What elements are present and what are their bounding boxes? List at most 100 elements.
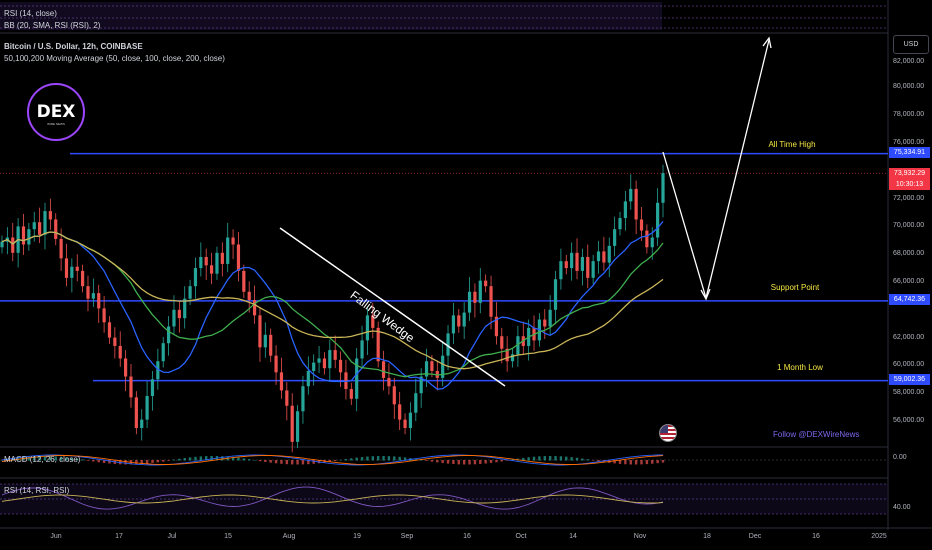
candle-body: [500, 336, 504, 349]
candle-body: [424, 361, 429, 377]
macd-histogram-bar: [49, 456, 52, 461]
time-tick: Jul: [167, 533, 177, 540]
macd-histogram-bar: [473, 460, 477, 465]
macd-histogram-bar: [441, 460, 444, 464]
candle-body: [467, 291, 472, 313]
macd-histogram-bar: [430, 460, 434, 462]
candle-body: [156, 361, 160, 380]
candle-body: [349, 389, 353, 399]
macd-histogram-bar: [500, 460, 503, 462]
rsi-tick: 40.00: [893, 504, 911, 511]
candle-body: [505, 348, 509, 362]
time-tick: 14: [569, 533, 577, 540]
us-flag-icon: [659, 424, 677, 442]
candle-body: [596, 251, 601, 262]
macd-histogram-bar: [312, 460, 315, 464]
candle-body: [451, 315, 456, 334]
macd-histogram-bar: [81, 459, 84, 461]
macd-histogram-bar: [274, 460, 278, 464]
time-tick: 16: [812, 533, 820, 540]
macd-histogram-bar: [307, 460, 310, 465]
candle-body: [570, 252, 574, 269]
candle-body: [457, 315, 461, 327]
candle-body: [177, 309, 181, 319]
candle-body: [38, 222, 42, 235]
rsi-legend: RSI (14, RSI, RSI): [4, 486, 70, 495]
candle-body: [462, 312, 466, 327]
follow-text: Follow @DEXWireNews: [773, 430, 860, 439]
candle-body: [645, 230, 649, 248]
macd-histogram-bar: [242, 458, 246, 461]
candle-body: [613, 229, 617, 246]
candle-body: [220, 252, 224, 264]
candle-body: [634, 188, 638, 220]
candle-body: [59, 238, 63, 259]
macd-histogram-bar: [355, 457, 358, 461]
candle-body: [258, 315, 262, 348]
candle-body: [328, 350, 332, 369]
time-tick: 15: [224, 533, 232, 540]
candle-body: [113, 337, 117, 346]
rsi-ma-line: [1, 494, 664, 504]
candle-body: [21, 226, 26, 245]
candle-body: [199, 256, 203, 269]
candle-body: [473, 291, 477, 303]
candle-body: [484, 280, 488, 287]
candle-body: [543, 319, 547, 327]
candle-body: [333, 350, 337, 360]
falling-wedge-line: [279, 227, 506, 387]
candle-body: [188, 286, 192, 299]
currency-button[interactable]: USD: [893, 35, 929, 54]
macd-histogram-bar: [565, 456, 568, 461]
macd-histogram-bar: [0, 460, 4, 461]
macd-histogram-bar: [425, 460, 428, 461]
candle-body: [48, 211, 52, 220]
time-tick: 17: [115, 533, 123, 540]
candle-body: [623, 201, 627, 219]
macd-histogram-bar: [591, 460, 595, 461]
macd-histogram-bar: [452, 460, 455, 465]
price-tick: 76,000.00: [893, 139, 925, 146]
candle-body: [338, 359, 343, 373]
macd-histogram-bar: [59, 456, 63, 461]
macd-histogram-bar: [92, 460, 95, 462]
candle-body: [489, 286, 493, 317]
time-tick: Sep: [400, 533, 414, 540]
price-tick: 66,000.00: [893, 278, 925, 285]
candle-body: [650, 237, 654, 248]
macd-histogram-bar: [350, 458, 353, 461]
time-tick: 18: [703, 533, 711, 540]
bb-top-legend: BB (20, SMA, RSI (RSI), 2): [4, 21, 101, 30]
candle-body: [607, 245, 611, 263]
macd-histogram-bar: [462, 460, 466, 465]
macd-histogram-bar: [264, 460, 267, 462]
macd-histogram-bar: [382, 456, 385, 461]
macd-histogram-bar: [489, 460, 493, 463]
candle-body: [317, 358, 321, 363]
macd-histogram-bar: [624, 460, 627, 465]
candle-body: [0, 241, 4, 248]
support-annotation: Support Point: [770, 283, 820, 292]
dex-logo: DEX WIRE NEWS: [27, 83, 85, 141]
time-tick: 16: [463, 533, 471, 540]
candle-body: [91, 293, 95, 299]
macd-histogram-bar: [6, 459, 9, 461]
macd-histogram-bar: [11, 458, 14, 461]
macd-histogram-bar: [328, 460, 332, 462]
time-tick: 19: [353, 533, 361, 540]
macd-histogram-bar: [376, 456, 380, 461]
candle-body: [392, 386, 396, 405]
candle-body: [75, 266, 79, 271]
macd-histogram-bar: [495, 460, 498, 463]
candle-body: [344, 372, 348, 390]
candle-body: [301, 386, 305, 412]
price-tick: 60,000.00: [893, 361, 925, 368]
price-tick: 72,000.00: [893, 195, 925, 202]
candle-body: [172, 309, 176, 327]
candle-body: [661, 173, 665, 203]
price-tick: 56,000.00: [893, 417, 925, 424]
macd-histogram-bar: [371, 456, 375, 461]
month-low-annotation: 1 Month Low: [777, 363, 823, 372]
macd-histogram-bar: [468, 460, 471, 465]
